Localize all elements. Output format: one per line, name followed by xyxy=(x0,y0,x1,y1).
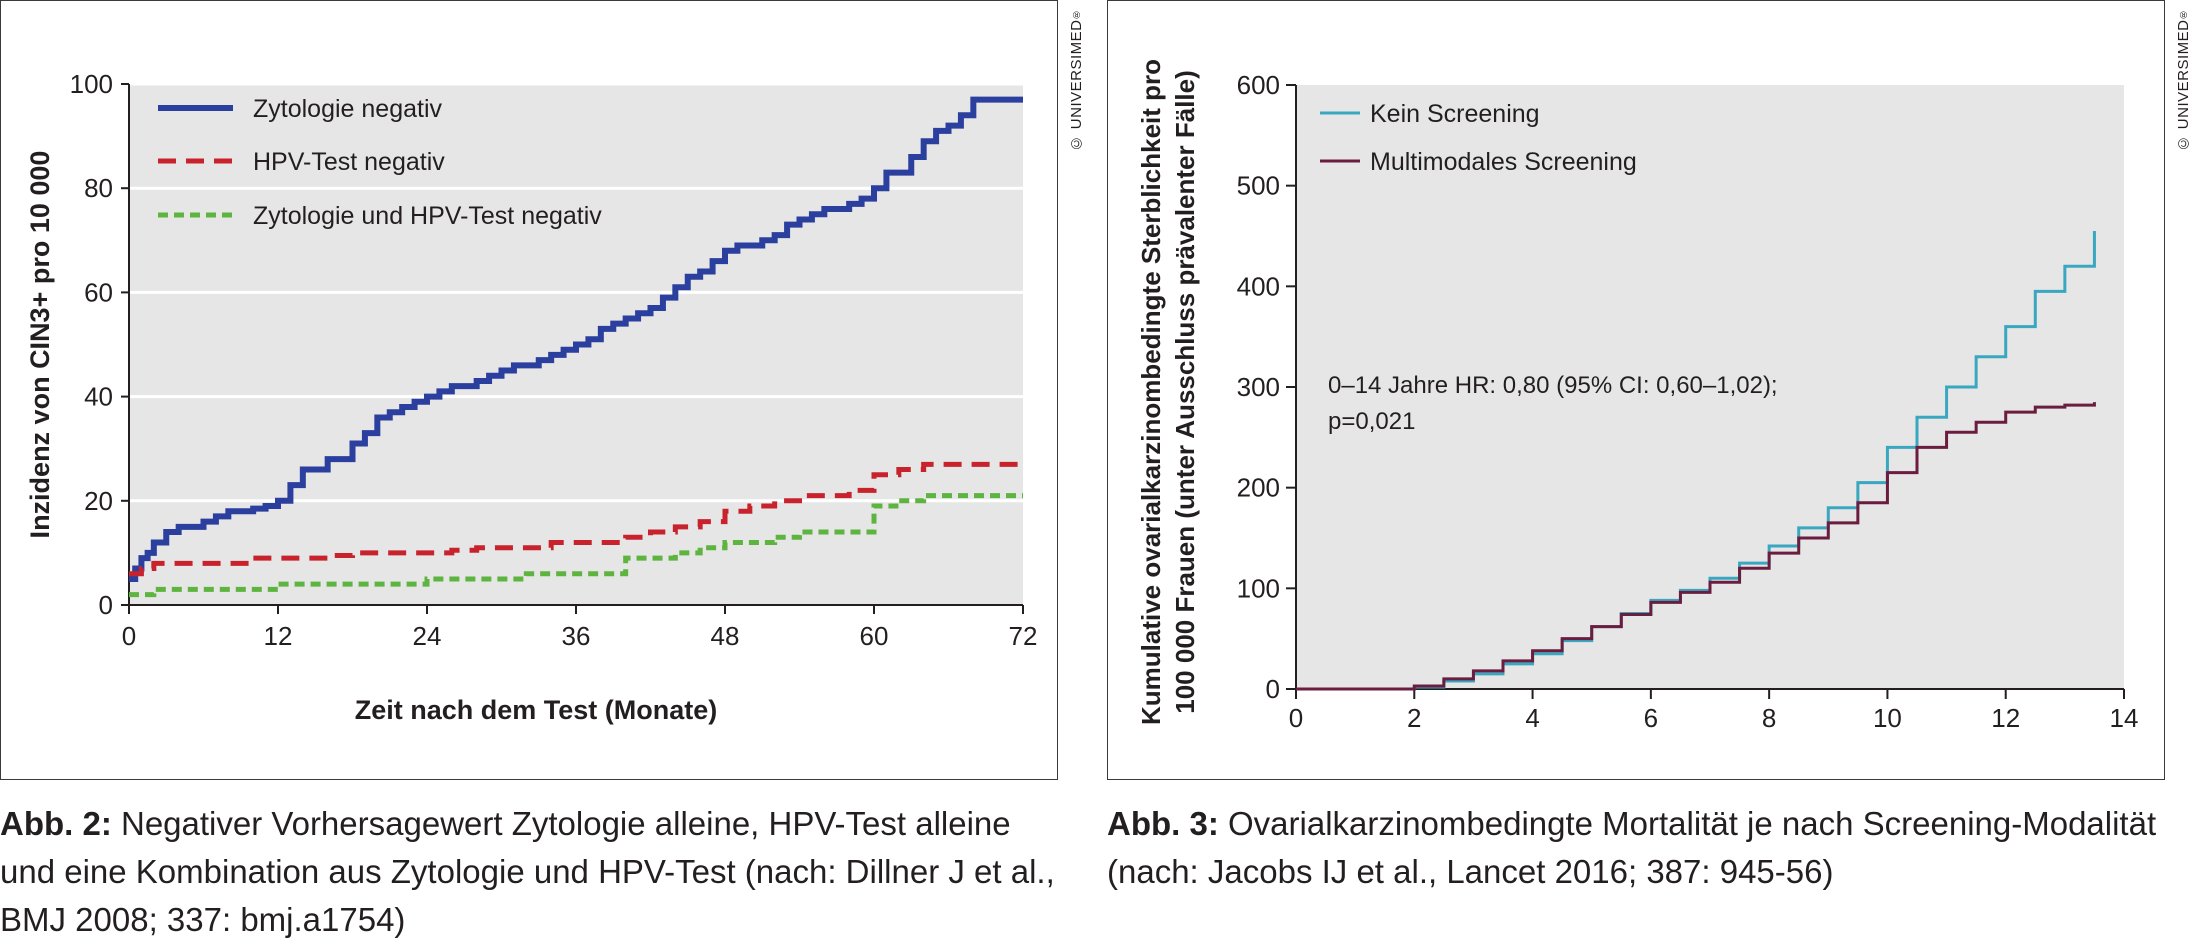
figure-panel-abb2: 0 20 40 60 80 100 0 12 24 36 48 60 72 Zeit nach dem T… xyxy=(0,0,1058,780)
annotation-line: 0–14 Jahre HR: 0,80 (95% CI: 0,60–1,02); xyxy=(1328,372,1778,399)
x-tick-label: 0 xyxy=(122,621,136,651)
x-tick-label: 36 xyxy=(562,621,591,651)
y-tick-label: 200 xyxy=(1237,473,1280,503)
chart-ovarian-mortality: 0 100 200 300 400 500 600 0 2 4 6 8 10 12 14 Kumulative… xyxy=(1136,59,2139,733)
x-tick-label: 72 xyxy=(1009,621,1038,651)
legend-label-1: Kein Screening xyxy=(1370,100,1540,128)
series-line-1 xyxy=(129,96,1023,582)
x-tick-label: 10 xyxy=(1873,703,1902,733)
y-tick-label: 80 xyxy=(84,173,113,203)
legend-label-3: Zytologie und HPV-Test negativ xyxy=(253,202,602,230)
x-tick-label: 60 xyxy=(860,621,889,651)
annotation-line: p=0,021 xyxy=(1328,408,1415,435)
y-tick-label: 500 xyxy=(1237,171,1280,201)
copyright-right: © UNIVERSIMED® xyxy=(2175,8,2192,152)
y-tick-label: 100 xyxy=(70,69,113,99)
y-axis-label-line: Kumulative ovarialkarzinombedingte Sterb… xyxy=(1136,59,1166,725)
y-tick-label: 0 xyxy=(99,590,113,620)
series-line-3 xyxy=(129,493,1023,598)
x-tick-label: 12 xyxy=(1991,703,2020,733)
y-axis-label: Kumulative ovarialkarzinombedingte Sterb… xyxy=(1136,59,1200,725)
x-tick-label: 8 xyxy=(1762,703,1776,733)
chart-cin3-incidence: 0 20 40 60 80 100 0 12 24 36 48 60 72 Zeit nach dem T… xyxy=(25,69,1038,725)
y-axis-label: Inzidenz von CIN3+ pro 10 000 xyxy=(25,151,55,539)
caption-abb2: Abb. 2: Negativer Vorhersagewert Zytolog… xyxy=(0,800,1060,944)
y-tick-label: 40 xyxy=(84,382,113,412)
y-tick-label: 300 xyxy=(1237,372,1280,402)
x-tick-label: 48 xyxy=(711,621,740,651)
legend-label-2: HPV-Test negativ xyxy=(253,148,445,176)
legend-label-1: Zytologie negativ xyxy=(253,95,443,123)
y-tick-label: 20 xyxy=(84,486,113,516)
x-tick-label: 0 xyxy=(1289,703,1303,733)
series-line-2 xyxy=(1296,402,2096,691)
x-tick-label: 2 xyxy=(1407,703,1421,733)
series-line-2 xyxy=(129,461,1023,577)
caption-label: Abb. 3: xyxy=(1107,805,1219,842)
copyright-left: © UNIVERSIMED® xyxy=(1068,8,1085,152)
x-tick-label: 6 xyxy=(1644,703,1658,733)
y-tick-label: 100 xyxy=(1237,573,1280,603)
y-tick-label: 0 xyxy=(1266,674,1280,704)
y-tick-label: 600 xyxy=(1237,70,1280,100)
legend-label-2: Multimodales Screening xyxy=(1370,148,1637,176)
caption-text: Ovarialkarzinombedingte Mortalität je na… xyxy=(1107,805,2157,890)
x-tick-label: 4 xyxy=(1525,703,1539,733)
hazard-ratio-annotation: 0–14 Jahre HR: 0,80 (95% CI: 0,60–1,02);… xyxy=(1328,372,1778,435)
y-tick-label: 400 xyxy=(1237,271,1280,301)
caption-abb3: Abb. 3: Ovarialkarzinombedingte Mortalit… xyxy=(1107,800,2187,896)
y-axis-label-line: 100 000 Frauen (unter Ausschluss prävale… xyxy=(1170,70,1200,714)
caption-text: Negativer Vorhersagewert Zytologie allei… xyxy=(0,805,1055,938)
caption-label: Abb. 2: xyxy=(0,805,112,842)
x-tick-label: 24 xyxy=(413,621,442,651)
figure-panel-abb3: 0 100 200 300 400 500 600 0 2 4 6 8 10 12 14 Kumulative… xyxy=(1107,0,2165,780)
x-axis-label: Zeit nach dem Test (Monate) xyxy=(355,695,718,725)
x-tick-label: 14 xyxy=(2110,703,2139,733)
x-tick-label: 12 xyxy=(264,621,293,651)
y-tick-label: 60 xyxy=(84,277,113,307)
